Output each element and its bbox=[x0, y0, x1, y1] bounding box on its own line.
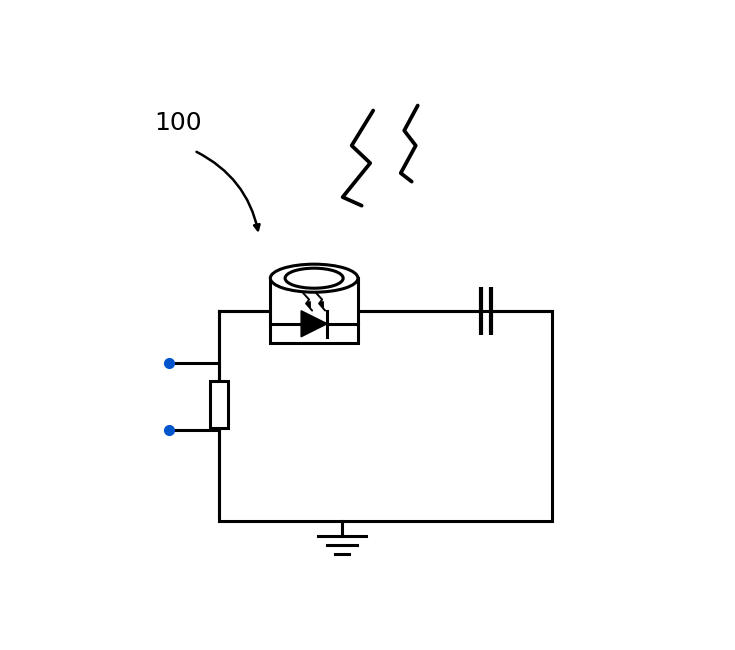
Bar bbox=[210, 381, 228, 428]
Bar bbox=[219, 311, 552, 521]
Ellipse shape bbox=[270, 264, 358, 292]
Polygon shape bbox=[301, 311, 327, 337]
Text: 100: 100 bbox=[154, 111, 201, 135]
Ellipse shape bbox=[285, 268, 343, 288]
Bar bbox=[270, 278, 358, 343]
